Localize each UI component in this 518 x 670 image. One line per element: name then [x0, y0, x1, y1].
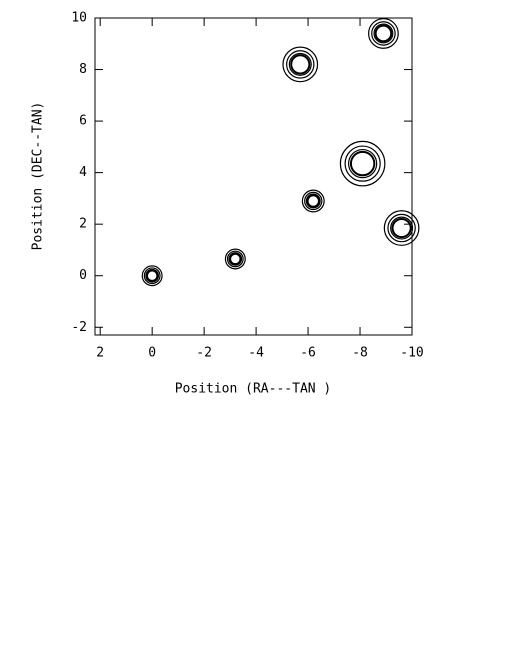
contour-ring	[373, 23, 394, 44]
contour-ring	[290, 54, 311, 75]
contour-ring	[286, 50, 315, 79]
contour-ring	[143, 267, 161, 285]
contour-ring	[368, 18, 399, 49]
contour-ring	[145, 268, 160, 283]
x-tick-label: -4	[248, 346, 264, 361]
contour-ring	[228, 252, 243, 266]
y-tick-label: 10	[71, 11, 87, 26]
contour-ring	[226, 250, 244, 268]
contour-ring	[371, 21, 396, 46]
contour-ring	[229, 252, 242, 266]
contour-ring	[347, 148, 378, 179]
contour-ring	[306, 194, 320, 208]
y-tick-label: -2	[71, 320, 87, 335]
contour-ring	[145, 269, 159, 282]
x-axis-label: Position (RA---TAN )	[175, 382, 332, 397]
x-tick-label: -10	[400, 346, 423, 361]
contour-ring	[391, 217, 412, 239]
x-tick-label: 0	[148, 346, 156, 361]
x-tick-label: 2	[96, 346, 104, 361]
contour-ring	[344, 145, 381, 182]
contour-ring	[282, 46, 319, 83]
y-axis-label: Position (DEC--TAN)	[31, 102, 46, 251]
contour-ring	[288, 52, 312, 76]
y-tick-label: 2	[79, 217, 87, 232]
y-tick-label: 4	[79, 165, 87, 180]
x-tick-label: -6	[300, 346, 316, 361]
contour-ring	[224, 248, 246, 270]
x-tick-label: -2	[196, 346, 212, 361]
contour-ring	[387, 213, 416, 243]
plot-frame	[94, 17, 413, 336]
contour-ring	[305, 193, 321, 209]
contour-ring	[339, 140, 386, 187]
x-tick-label: -8	[352, 346, 368, 361]
y-tick-label: 6	[79, 114, 87, 129]
contour-ring	[383, 210, 420, 246]
y-tick-label: 0	[79, 268, 87, 283]
contour-ring	[390, 216, 414, 240]
contour-ring	[301, 189, 325, 213]
contour-ring	[304, 191, 323, 211]
contour-ring	[141, 265, 163, 287]
contour-ring	[374, 24, 393, 43]
contour-ring	[349, 150, 376, 177]
y-tick-label: 8	[79, 62, 87, 77]
